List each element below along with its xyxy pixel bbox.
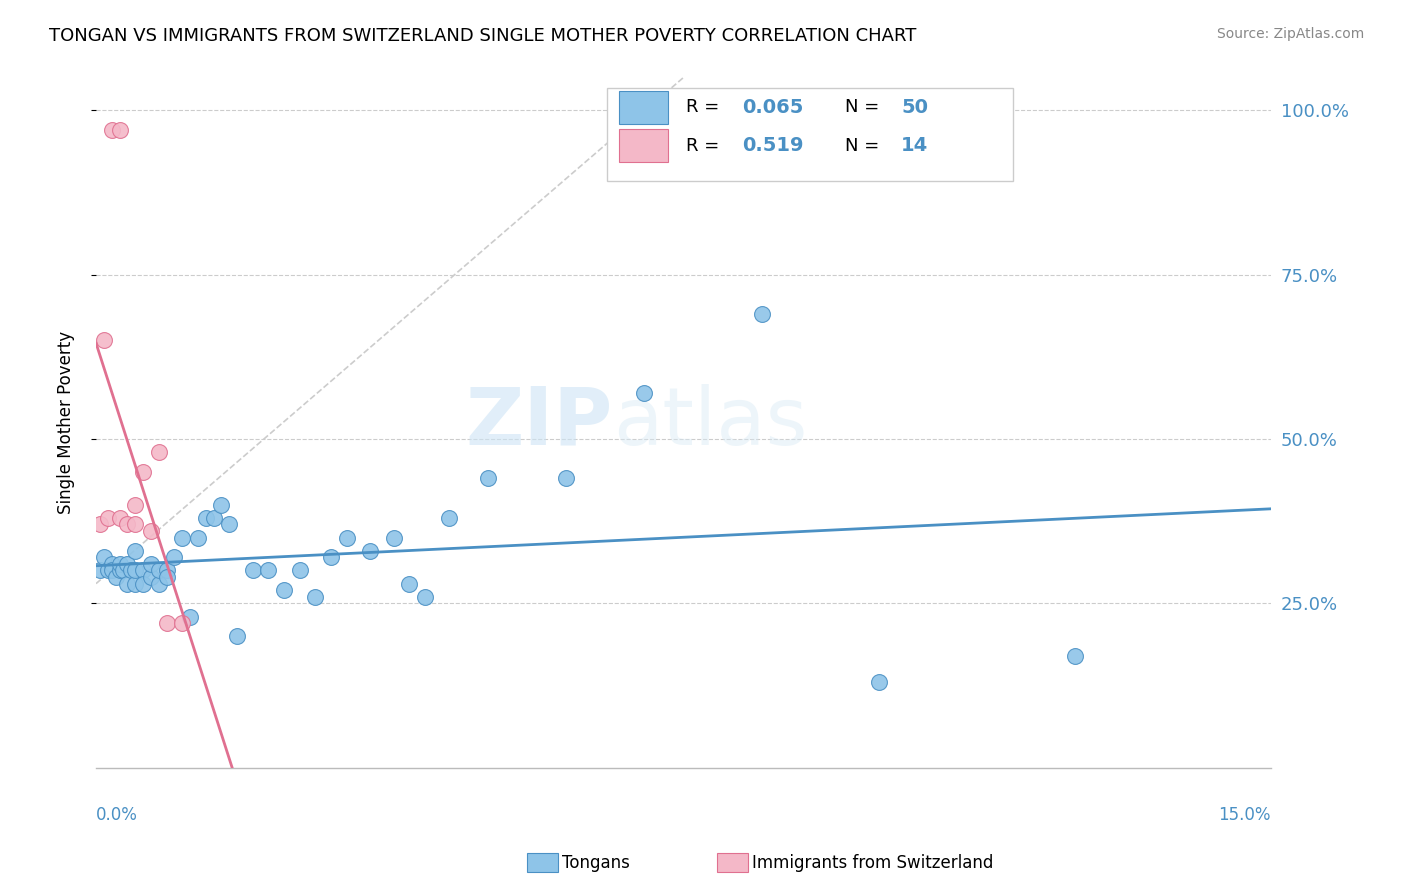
Text: atlas: atlas	[613, 384, 807, 461]
Point	[319, 550, 342, 565]
Point	[97, 564, 120, 578]
Point	[155, 570, 177, 584]
Point	[172, 531, 194, 545]
FancyBboxPatch shape	[607, 87, 1012, 181]
Point	[194, 511, 217, 525]
Text: 0.065: 0.065	[742, 97, 804, 117]
Text: 0.519: 0.519	[742, 136, 804, 155]
Point	[139, 557, 162, 571]
Text: 15.0%: 15.0%	[1219, 805, 1271, 823]
Point	[117, 576, 139, 591]
Point	[382, 531, 405, 545]
Point	[120, 564, 142, 578]
Text: R =: R =	[686, 98, 725, 116]
Point	[108, 511, 131, 525]
Point	[257, 564, 280, 578]
Point	[93, 334, 115, 348]
Text: TONGAN VS IMMIGRANTS FROM SWITZERLAND SINGLE MOTHER POVERTY CORRELATION CHART: TONGAN VS IMMIGRANTS FROM SWITZERLAND SI…	[49, 27, 917, 45]
Point	[155, 564, 177, 578]
Point	[398, 576, 420, 591]
Point	[1064, 648, 1087, 663]
Point	[187, 531, 209, 545]
Point	[336, 531, 359, 545]
Point	[112, 564, 135, 578]
Text: Immigrants from Switzerland: Immigrants from Switzerland	[752, 854, 994, 871]
Point	[100, 557, 122, 571]
Point	[477, 471, 499, 485]
Text: N =: N =	[845, 136, 884, 155]
Point	[108, 557, 131, 571]
Point	[148, 576, 170, 591]
Point	[163, 550, 186, 565]
Point	[124, 498, 146, 512]
Text: N =: N =	[845, 98, 884, 116]
Point	[97, 511, 120, 525]
Point	[359, 543, 381, 558]
Point	[273, 583, 295, 598]
Text: ZIP: ZIP	[465, 384, 613, 461]
Point	[124, 576, 146, 591]
Point	[209, 498, 232, 512]
Point	[93, 550, 115, 565]
Point	[124, 564, 146, 578]
Point	[242, 564, 264, 578]
Point	[304, 590, 326, 604]
Point	[100, 564, 122, 578]
Point	[413, 590, 436, 604]
Y-axis label: Single Mother Poverty: Single Mother Poverty	[58, 331, 75, 514]
Text: 0.0%: 0.0%	[96, 805, 138, 823]
Point	[226, 629, 249, 643]
Point	[117, 557, 139, 571]
Point	[555, 471, 578, 485]
Point	[108, 564, 131, 578]
Point	[148, 564, 170, 578]
Point	[751, 307, 773, 321]
Point	[89, 517, 111, 532]
Bar	[619, 91, 668, 124]
Bar	[619, 129, 668, 162]
Point	[124, 517, 146, 532]
Point	[117, 517, 139, 532]
Point	[155, 616, 177, 631]
Point	[179, 609, 201, 624]
Text: R =: R =	[686, 136, 731, 155]
Point	[868, 675, 890, 690]
Text: 50: 50	[901, 97, 928, 117]
Point	[218, 517, 240, 532]
Point	[202, 511, 225, 525]
Point	[104, 570, 127, 584]
Point	[124, 543, 146, 558]
Point	[132, 576, 155, 591]
Point	[633, 386, 655, 401]
Text: Tongans: Tongans	[562, 854, 630, 871]
Point	[139, 570, 162, 584]
Point	[139, 524, 162, 538]
Point	[288, 564, 311, 578]
Text: 14: 14	[901, 136, 928, 155]
Point	[132, 564, 155, 578]
Point	[108, 123, 131, 137]
Text: Source: ZipAtlas.com: Source: ZipAtlas.com	[1216, 27, 1364, 41]
Point	[100, 123, 122, 137]
Point	[89, 564, 111, 578]
Point	[437, 511, 460, 525]
Point	[132, 465, 155, 479]
Point	[148, 445, 170, 459]
Point	[172, 616, 194, 631]
